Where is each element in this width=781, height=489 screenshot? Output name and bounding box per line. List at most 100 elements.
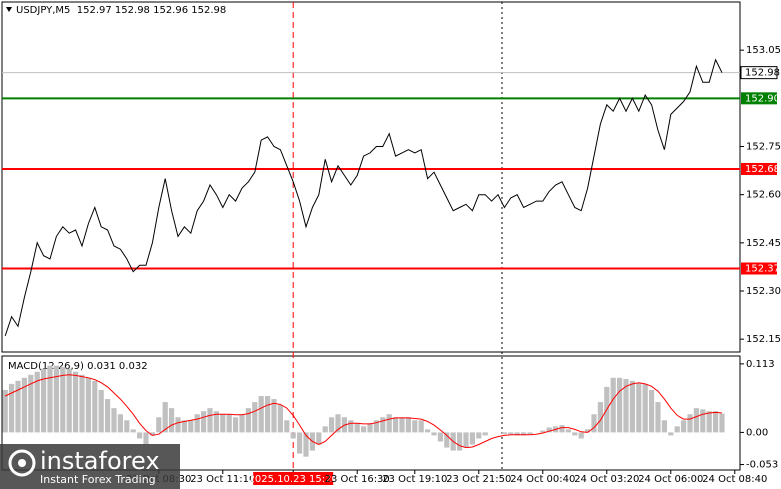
level-label: 152.68 (745, 164, 780, 175)
macd-bar (412, 420, 418, 433)
watermark-logo-dot (18, 459, 26, 467)
x-tick-label: 24 Oct 00:40 (510, 474, 575, 485)
level-box (741, 92, 777, 105)
macd-bar (188, 420, 194, 433)
y-tick-label: 152.45 (746, 238, 781, 249)
y-tick-label: 153.05 (746, 45, 781, 56)
x-tick-label: 23 Oct 11:10 (190, 474, 255, 485)
cursor-label-box (253, 472, 334, 485)
level-box (741, 162, 777, 175)
macd-bar (15, 380, 21, 433)
macd-bar (610, 377, 616, 433)
dropdown-icon (6, 7, 12, 12)
macd-bar (572, 432, 578, 436)
macd-bar (220, 414, 226, 433)
macd-bar (348, 420, 354, 433)
macd-bar (284, 420, 290, 433)
watermark-logo (8, 449, 36, 477)
macd-bar (444, 432, 450, 448)
macd-bar (245, 408, 251, 433)
macd-bar (28, 374, 34, 433)
level-label: 152.37 (745, 264, 780, 275)
level-label: 152.90 (745, 93, 780, 104)
x-tick-label: 24 Oct 06:00 (638, 474, 703, 485)
x-tick-label: 24 Oct 03:20 (574, 474, 639, 485)
macd-bar (431, 432, 437, 436)
macd-bar (322, 426, 328, 433)
macd-bar (66, 368, 72, 433)
macd-bar (476, 432, 482, 439)
macd-bar (418, 420, 424, 433)
macd-bar (361, 426, 367, 433)
macd-bar (501, 432, 507, 435)
macd-bar (668, 432, 674, 436)
macd-bar (316, 432, 322, 445)
level-box (741, 262, 777, 275)
macd-bar (469, 432, 475, 445)
macd-bar (41, 368, 47, 433)
macd-bar (226, 414, 232, 433)
price-panel (1, 1, 741, 353)
macd-bar (629, 380, 635, 433)
macd-bar (130, 429, 136, 433)
macd-bar (143, 432, 149, 445)
macd-bar (156, 417, 162, 433)
macd-bar (399, 417, 405, 433)
macd-title: MACD(12,26,9) 0.031 0.032 (8, 361, 148, 372)
macd-bar (674, 426, 680, 433)
last-price-label: 152.98 (745, 68, 780, 79)
macd-bar (521, 432, 527, 436)
y-tick-label: 0.00 (746, 427, 768, 438)
chart-title: USDJPY,M5 152.97 152.98 152.96 152.98 (16, 5, 226, 16)
y-tick-label: 152.75 (746, 141, 781, 152)
macd-bar (149, 432, 155, 436)
x-tick-label: 24 Oct 08:40 (702, 474, 767, 485)
macd-bar (239, 414, 245, 433)
macd-bar (719, 413, 725, 433)
macd-bar (207, 408, 213, 433)
macd-bar (565, 429, 571, 433)
y-tick-label: 152.15 (746, 334, 781, 345)
macd-bar (393, 417, 399, 433)
macd-bar (258, 396, 264, 433)
macd-bar (540, 430, 546, 433)
macd-bar (117, 414, 123, 433)
last-price-box (740, 66, 778, 80)
macd-bar (181, 420, 187, 433)
macd-bar (105, 399, 111, 433)
macd-bar (137, 432, 143, 439)
y-tick-label: -0.053 (746, 460, 778, 471)
price-line (4, 58, 723, 337)
watermark-bg (0, 444, 180, 489)
macd-bar (405, 417, 411, 433)
macd-bar (700, 409, 706, 433)
macd-bar (213, 411, 219, 433)
macd-bar (92, 380, 98, 433)
macd-bar (111, 408, 117, 433)
macd-bar (329, 417, 335, 433)
macd-bar (194, 414, 200, 433)
macd-bar (425, 429, 431, 433)
macd-bar (252, 402, 258, 433)
macd-bar (559, 425, 565, 433)
macd-bar (457, 432, 463, 451)
macd-bar (642, 383, 648, 433)
macd-bar (9, 383, 15, 433)
macd-bar (713, 411, 719, 433)
macd-bar (60, 366, 66, 433)
macd-bar (34, 371, 40, 433)
y-tick-label: 152.60 (746, 190, 781, 201)
macd-bar (367, 423, 373, 433)
x-tick-label: 23 Oct 19:10 (382, 474, 447, 485)
watermark-brand: instaforex (40, 447, 160, 475)
macd-panel (1, 355, 741, 471)
watermark: instaforex Instant Forex Trading (0, 444, 180, 489)
y-tick-label: 152.30 (746, 286, 781, 297)
macd-bar (578, 432, 584, 439)
macd-bar (437, 432, 443, 442)
macd-bar (380, 417, 386, 433)
macd-bar (233, 417, 239, 433)
macd-bar (482, 432, 488, 436)
macd-bar (85, 377, 91, 433)
